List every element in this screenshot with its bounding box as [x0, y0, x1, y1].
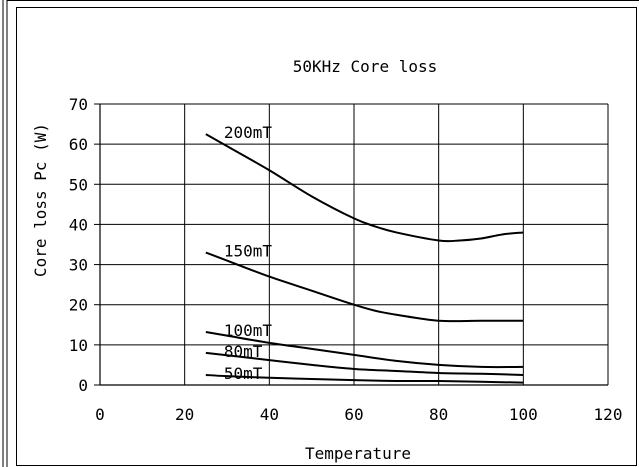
series-line-50mT [205, 373, 524, 384]
x-tick-label-1: 20 [175, 405, 194, 424]
axes [94, 103, 608, 386]
x-tick-label-6: 120 [594, 405, 623, 424]
series-label-150mT: 150mT [224, 242, 273, 261]
series-labels: 200mT 150mT 100mT 80mT 50mT [224, 123, 273, 383]
series-lines [205, 133, 524, 384]
y-axis-label: Core loss Pc (W) [31, 123, 50, 277]
series-label-100mT: 100mT [224, 321, 273, 340]
figure-border [16, 7, 637, 466]
series-line-100mT [205, 331, 524, 369]
series-label-200mT: 200mT [224, 123, 273, 142]
series-line-80mT [205, 351, 524, 376]
y-tick-labels: 0 10 20 30 40 50 60 70 [69, 95, 88, 395]
series-line-150mT [205, 251, 524, 323]
x-tick-label-0: 0 [95, 405, 105, 424]
series-line-200mT [205, 133, 524, 243]
y-tick-label-5: 50 [69, 175, 88, 194]
series-label-50mT: 50mT [224, 364, 263, 383]
x-tick-labels: 0 20 40 60 80 100 120 [95, 405, 622, 424]
y-tick-label-0: 0 [78, 376, 88, 395]
y-tick-label-4: 40 [69, 215, 88, 234]
y-tick-label-2: 20 [69, 296, 88, 315]
x-tick-label-2: 40 [260, 405, 279, 424]
x-tick-label-5: 100 [509, 405, 538, 424]
series-label-80mT: 80mT [224, 342, 263, 361]
y-tick-label-6: 60 [69, 135, 88, 154]
x-axis-label: Temperature [305, 444, 411, 463]
y-tick-label-7: 70 [69, 95, 88, 114]
x-tick-label-3: 60 [344, 405, 363, 424]
y-tick-label-1: 10 [69, 336, 88, 355]
x-tick-label-4: 80 [429, 405, 448, 424]
y-tick-label-3: 30 [69, 256, 88, 275]
chart-title: 50KHz Core loss [293, 57, 438, 76]
